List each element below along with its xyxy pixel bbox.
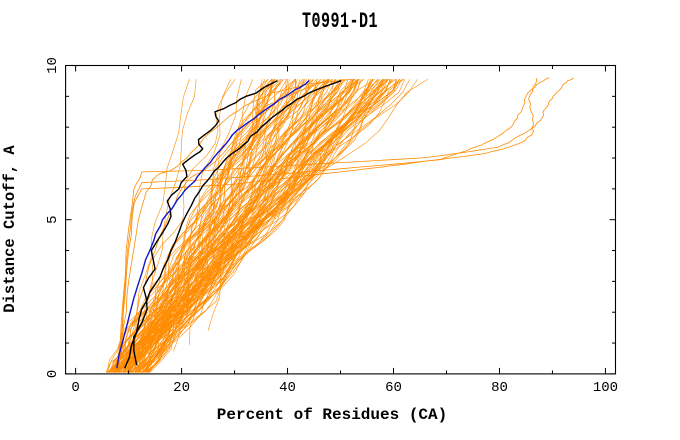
svg-text:0: 0 <box>71 380 79 396</box>
svg-text:5: 5 <box>45 215 61 223</box>
svg-text:10: 10 <box>45 57 61 74</box>
svg-text:20: 20 <box>173 380 190 396</box>
svg-text:60: 60 <box>385 380 402 396</box>
svg-text:0: 0 <box>45 370 61 378</box>
svg-text:40: 40 <box>279 380 296 396</box>
svg-text:80: 80 <box>491 380 508 396</box>
svg-text:100: 100 <box>593 380 618 396</box>
